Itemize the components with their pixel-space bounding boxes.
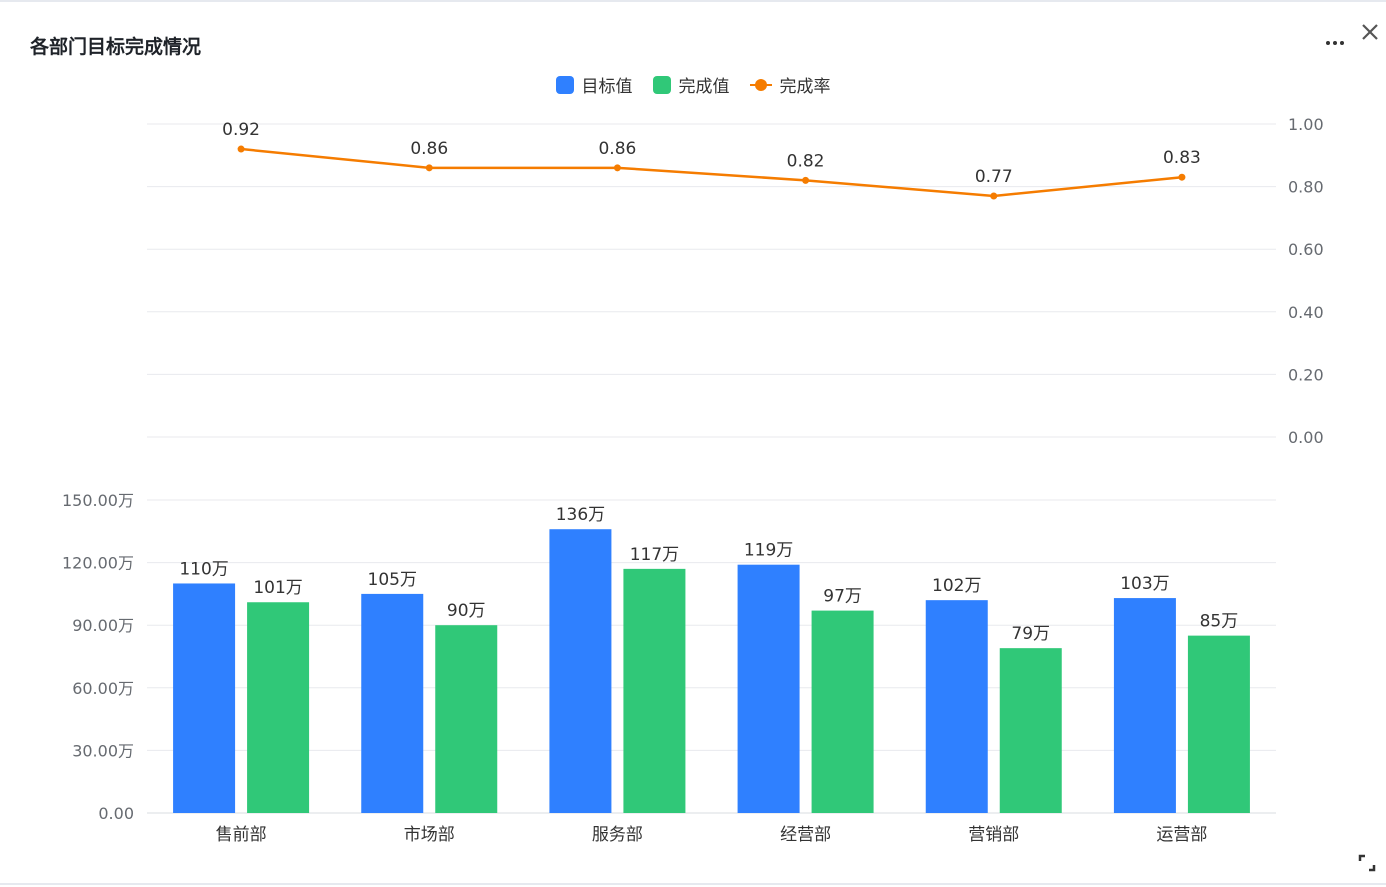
x-axis-tick-label: 市场部 [404, 825, 455, 845]
rate-point [1178, 173, 1186, 181]
rate-data-label: 0.77 [975, 167, 1013, 187]
bar-axis-tick-label: 30.00万 [72, 741, 134, 760]
rate-axis-tick-label: 0.00 [1288, 428, 1324, 447]
bar-target [549, 529, 612, 813]
bar-data-label: 103万 [1120, 574, 1169, 594]
legend-label-actual: 完成值 [678, 77, 730, 97]
bar-axis-tick-label: 120.00万 [62, 554, 134, 573]
bar-data-label: 79万 [1011, 624, 1050, 644]
bar-target [361, 593, 424, 813]
bar-actual [999, 648, 1062, 813]
bar-data-label: 119万 [744, 541, 793, 561]
legend-label-target: 目标值 [581, 77, 633, 97]
expand-icon[interactable] [1356, 852, 1378, 874]
rate-data-label: 0.86 [410, 139, 448, 159]
legend-swatch-actual [652, 75, 671, 94]
bar-data-label: 90万 [447, 601, 486, 621]
bar-target [737, 564, 800, 813]
rate-data-label: 0.86 [598, 139, 636, 159]
legend-swatch-rate [749, 76, 772, 94]
bar-data-label: 105万 [368, 570, 417, 590]
rate-point [990, 192, 998, 200]
rate-axis-tick-label: 0.80 [1288, 178, 1324, 197]
bar-data-label: 97万 [823, 587, 862, 607]
bar-actual [623, 568, 686, 813]
rate-point [237, 145, 245, 153]
rate-axis-tick-label: 1.00 [1288, 115, 1324, 134]
rate-axis-tick-label: 0.40 [1288, 303, 1324, 322]
bar-target [1113, 598, 1176, 813]
rate-axis-tick-label: 0.60 [1288, 240, 1324, 259]
bar-axis-tick-label: 150.00万 [62, 491, 134, 510]
rate-point [613, 164, 621, 172]
rate-data-label: 0.92 [222, 120, 260, 140]
x-axis-tick-label: 运营部 [1156, 825, 1207, 845]
rate-point [802, 176, 810, 184]
bar-axis-tick-label: 0.00 [98, 804, 134, 823]
rate-axis-tick-label: 0.20 [1288, 365, 1324, 384]
bar-target [173, 583, 236, 813]
x-axis-tick-label: 售前部 [216, 825, 267, 845]
rate-data-label: 0.82 [787, 151, 825, 171]
more-icon[interactable] [1322, 36, 1348, 50]
bar-data-label: 136万 [556, 505, 605, 525]
legend-item-actual[interactable]: 完成值 [652, 72, 730, 97]
bar-axis-tick-label: 60.00万 [72, 679, 134, 698]
chart-title: 各部门目标完成情况 [30, 36, 202, 58]
bar-data-label: 117万 [630, 545, 679, 565]
close-icon[interactable] [1356, 18, 1384, 46]
legend: 目标值 完成值 完成率 [0, 72, 1386, 97]
x-axis-tick-label: 服务部 [592, 825, 643, 845]
rate-point [425, 164, 433, 172]
bar-axis-tick-label: 90.00万 [72, 616, 134, 635]
rate-line [240, 147, 1183, 198]
bar-data-label: 85万 [1200, 612, 1239, 632]
bar-actual [435, 625, 498, 813]
rate-data-label: 0.83 [1163, 148, 1201, 168]
bar-actual [247, 602, 310, 813]
bar-data-label: 101万 [253, 578, 302, 598]
legend-swatch-target [555, 75, 574, 94]
bar-actual [1187, 635, 1250, 813]
x-axis-tick-label: 营销部 [968, 825, 1019, 845]
legend-label-rate: 完成率 [779, 77, 831, 97]
x-axis-tick-label: 经营部 [780, 825, 831, 845]
bar-data-label: 102万 [932, 576, 981, 596]
bar-target [925, 600, 988, 813]
legend-item-target[interactable]: 目标值 [555, 72, 633, 97]
bar-data-label: 110万 [179, 559, 228, 579]
bar-actual [811, 610, 874, 813]
legend-item-rate[interactable]: 完成率 [749, 72, 831, 97]
